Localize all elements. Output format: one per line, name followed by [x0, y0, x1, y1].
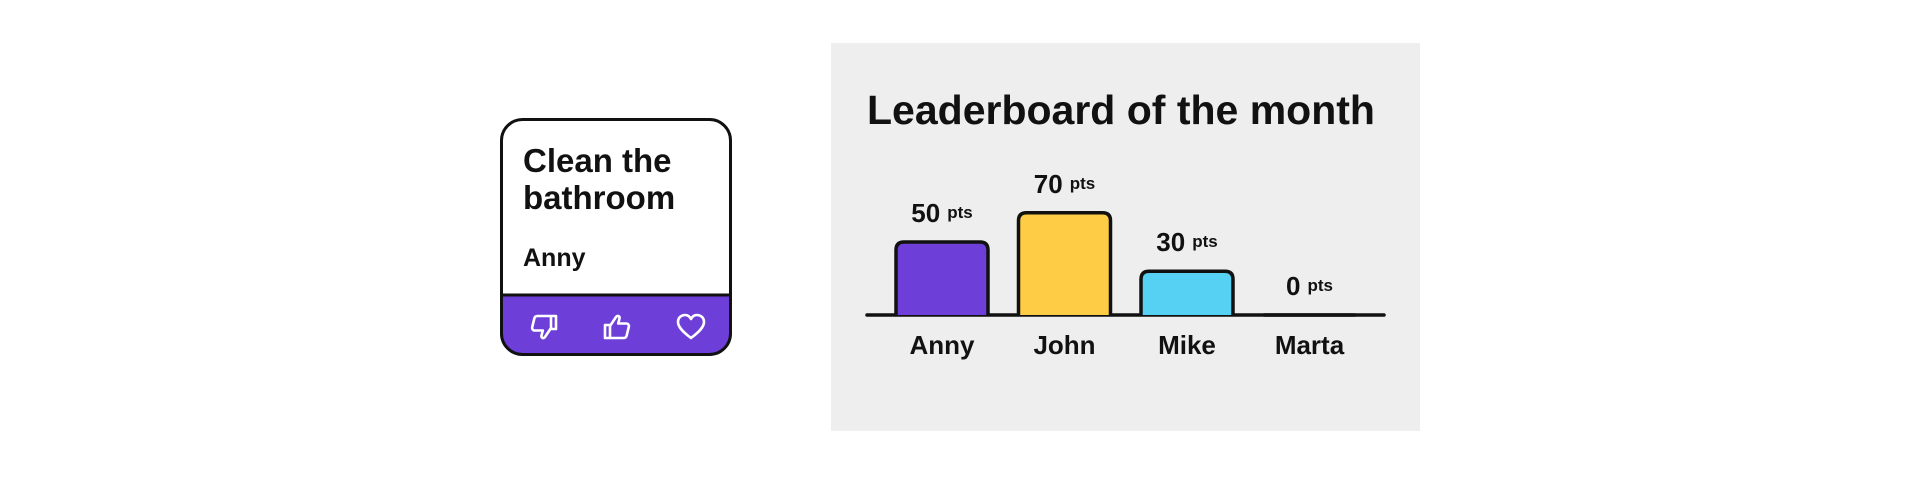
value-unit: pts — [1192, 232, 1218, 251]
card-footer — [501, 295, 731, 355]
x-tick-label: Marta — [1275, 330, 1345, 360]
card-border — [500, 118, 732, 356]
card-title: Clean the — [523, 142, 672, 179]
card-title: bathroom — [523, 179, 675, 216]
card-assignee: Anny — [523, 244, 586, 272]
chart-title: Leaderboard of the month — [867, 87, 1375, 133]
thumbs-down-button[interactable] — [530, 314, 558, 340]
leaderboard-panel — [831, 43, 1420, 431]
value-unit: pts — [947, 203, 973, 222]
value-number: 30 — [1156, 227, 1185, 257]
x-tick-label: John — [1033, 330, 1095, 360]
value-number: 0 — [1286, 271, 1300, 301]
thumbs-up-button[interactable] — [603, 314, 631, 340]
x-tick-label: Anny — [910, 330, 976, 360]
value-label: 30 pts — [1156, 227, 1217, 257]
value-number: 70 — [1034, 169, 1063, 199]
heart-button[interactable] — [676, 313, 706, 340]
task-card[interactable]: Clean the bathroom Anny — [500, 118, 732, 356]
value-unit: pts — [1070, 174, 1096, 193]
value-label: 0 pts — [1286, 271, 1333, 301]
value-number: 50 — [911, 198, 940, 228]
bar — [1016, 211, 1113, 315]
x-tick-label: Mike — [1158, 330, 1216, 360]
value-unit: pts — [1307, 276, 1333, 295]
value-label: 50 pts — [911, 198, 972, 228]
bar — [894, 240, 990, 315]
bar — [1139, 269, 1235, 315]
value-label: 70 pts — [1034, 169, 1095, 199]
